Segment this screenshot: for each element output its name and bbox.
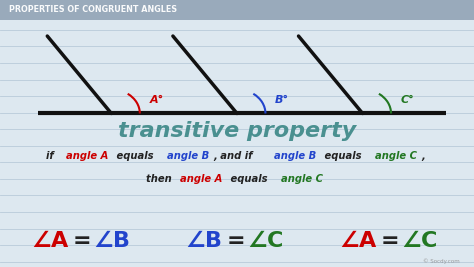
Text: angle C: angle C <box>281 174 323 184</box>
Text: A°: A° <box>149 96 164 105</box>
Text: ∠B: ∠B <box>93 231 130 251</box>
Text: ∠C: ∠C <box>247 231 284 251</box>
Text: , and if: , and if <box>213 151 256 161</box>
Text: ∠C: ∠C <box>401 231 438 251</box>
Text: angle B: angle B <box>166 151 209 161</box>
Text: ,: , <box>421 151 425 161</box>
Text: angle B: angle B <box>274 151 316 161</box>
Text: =: = <box>381 231 400 251</box>
Text: if: if <box>46 151 57 161</box>
Text: equals: equals <box>113 151 157 161</box>
Text: equals: equals <box>227 174 271 184</box>
Text: equals: equals <box>321 151 365 161</box>
Text: ∠B: ∠B <box>185 231 222 251</box>
Text: PROPERTIES OF CONGRUENT ANGLES: PROPERTIES OF CONGRUENT ANGLES <box>9 5 178 14</box>
FancyBboxPatch shape <box>0 0 474 20</box>
Text: ∠A: ∠A <box>31 231 69 251</box>
Text: B°: B° <box>275 96 289 105</box>
Text: =: = <box>73 231 91 251</box>
Text: transitive property: transitive property <box>118 121 356 142</box>
Text: =: = <box>227 231 246 251</box>
Text: angle C: angle C <box>374 151 417 161</box>
Text: angle A: angle A <box>180 174 222 184</box>
Text: © Socdy.com: © Socdy.com <box>423 259 460 264</box>
Text: C°: C° <box>401 96 414 105</box>
Text: ∠A: ∠A <box>339 231 377 251</box>
Text: angle A: angle A <box>66 151 108 161</box>
Text: then: then <box>146 174 176 184</box>
